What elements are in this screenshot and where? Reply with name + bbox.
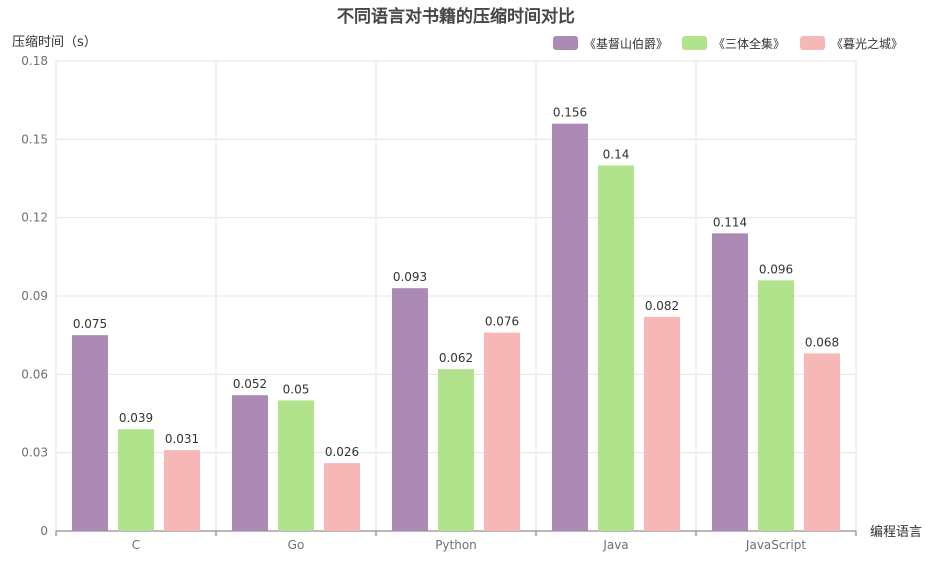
bar[interactable] — [72, 335, 108, 531]
bar-value-label: 0.026 — [325, 445, 359, 459]
bar[interactable] — [164, 450, 200, 531]
bar[interactable] — [644, 316, 680, 531]
y-tick-label: 0.15 — [21, 132, 48, 146]
bar[interactable] — [278, 400, 314, 531]
y-axis-title: 压缩时间（s） — [12, 34, 97, 50]
bar[interactable] — [712, 233, 748, 532]
chart-title: 不同语言对书籍的压缩时间对比 — [337, 6, 575, 27]
bar[interactable] — [804, 353, 840, 531]
bar-value-label: 0.062 — [439, 351, 473, 365]
bar[interactable] — [392, 288, 428, 531]
legend-item[interactable]: 《三体全集》 — [682, 36, 785, 51]
x-tick-label: Python — [435, 538, 477, 552]
bar-value-label: 0.096 — [759, 262, 793, 276]
legend-label: 《基督山伯爵》 — [584, 36, 668, 51]
legend-swatch — [553, 36, 578, 50]
bar-value-label: 0.031 — [165, 432, 199, 446]
bar-value-label: 0.039 — [119, 411, 153, 425]
bar-value-label: 0.082 — [645, 299, 679, 313]
bar-value-label: 0.075 — [73, 317, 107, 331]
bar-value-label: 0.14 — [603, 147, 630, 161]
y-tick-label: 0.18 — [21, 54, 48, 68]
legend-swatch — [800, 36, 825, 50]
x-tick-label: C — [132, 538, 140, 552]
y-tick-label: 0 — [40, 524, 48, 538]
bar[interactable] — [598, 165, 634, 531]
bar-value-label: 0.114 — [713, 215, 747, 229]
bar[interactable] — [118, 429, 154, 531]
legend-label: 《暮光之城》 — [831, 37, 903, 51]
legend-swatch — [682, 36, 707, 50]
bar-value-label: 0.068 — [805, 335, 839, 349]
x-axis-title: 编程语言 — [870, 525, 922, 540]
legend-item[interactable]: 《暮光之城》 — [800, 36, 903, 51]
legend-item[interactable]: 《基督山伯爵》 — [553, 36, 668, 51]
y-tick-label: 0.03 — [21, 446, 48, 460]
legend: 《基督山伯爵》 《三体全集》 《暮光之城》 — [553, 36, 903, 51]
bar[interactable] — [552, 123, 588, 532]
y-tick-label: 0.06 — [21, 367, 48, 381]
bar-value-label: 0.156 — [553, 106, 587, 120]
bar[interactable] — [232, 395, 268, 531]
bar[interactable] — [324, 463, 360, 531]
bar-value-label: 0.093 — [393, 270, 427, 284]
bar-value-label: 0.05 — [283, 382, 310, 396]
legend-label: 《三体全集》 — [713, 36, 785, 51]
bar[interactable] — [438, 369, 474, 531]
bar[interactable] — [484, 332, 520, 531]
grid-lines — [55, 60, 857, 531]
x-tick-label: JavaScript — [745, 538, 806, 552]
bar[interactable] — [758, 280, 794, 531]
x-tick-label: Java — [602, 538, 628, 552]
bar-value-label: 0.052 — [233, 377, 267, 391]
data-labels: 0.075 0.052 0.093 0.156 0.114 0.039 0.05 0.062 0… — [73, 106, 839, 459]
y-tick-label: 0.12 — [21, 211, 48, 225]
x-tick-label: Go — [288, 538, 305, 552]
bars — [72, 123, 840, 532]
bar-value-label: 0.076 — [485, 315, 519, 329]
y-tick-label: 0.09 — [21, 289, 48, 303]
